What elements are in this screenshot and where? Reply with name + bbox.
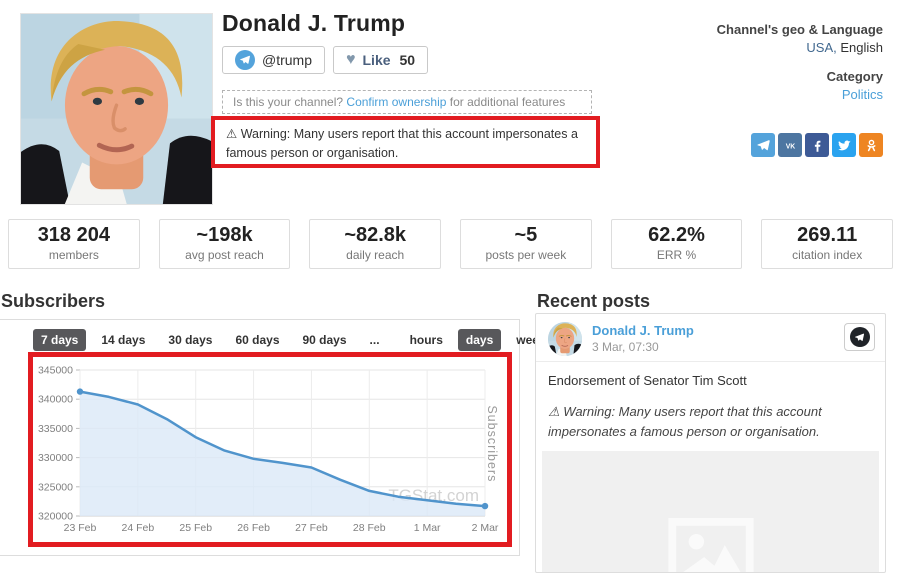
post-author-avatar (548, 322, 582, 356)
warning-icon: ⚠ (226, 127, 238, 141)
svg-text:2 Mar: 2 Mar (472, 522, 499, 534)
svg-text:24 Feb: 24 Feb (122, 522, 155, 534)
open-in-telegram-button[interactable] (844, 323, 875, 351)
post-timestamp: 3 Mar, 07:30 (592, 340, 659, 354)
vk-share-icon[interactable]: VK (778, 133, 802, 157)
post-body: Endorsement of Senator Tim Scott ⚠ Warni… (536, 362, 885, 572)
post-card: Donald J. Trump 3 Mar, 07:30 Endorsement… (535, 313, 886, 573)
username-button[interactable]: @trump (222, 46, 325, 74)
stat-value: ~5 (514, 224, 538, 246)
stat-card-avg-post-reach: ~198k avg post reach (158, 219, 291, 269)
warning-icon: ⚠ (548, 404, 560, 419)
header-buttons: @trump ♥ Like 50 (222, 46, 429, 74)
stat-card-posts-per-week: ~5 posts per week (460, 219, 592, 269)
telegram-share-icon[interactable] (751, 133, 775, 157)
telegram-icon (235, 50, 255, 70)
stat-card-daily-reach: ~82.8k daily reach (309, 219, 442, 269)
recent-posts-title: Recent posts (537, 291, 651, 311)
like-count: 50 (399, 52, 416, 68)
ownership-prefix: Is this your channel? (233, 95, 347, 109)
chart-annotation-box: 320000 325000 330000 335000 340000 345000 23 F… (28, 352, 512, 547)
subscribers-section-title: Subscribers (1, 291, 106, 311)
like-label: Like (362, 52, 391, 68)
geo-language-label: Channel's geo & Language (716, 22, 883, 37)
stats-row: 318 204 members ~198k avg post reach ~82.8k d… (8, 219, 894, 269)
stat-label: posts per week (485, 248, 567, 262)
stat-card-members: 318 204 members (8, 219, 140, 269)
odnoklassniki-share-icon[interactable] (859, 133, 883, 157)
stat-label: members (48, 248, 99, 262)
svg-text:325000: 325000 (38, 481, 73, 493)
geo-country[interactable]: USA, (806, 40, 837, 55)
stat-label: ERR % (656, 248, 697, 262)
telegram-icon (849, 327, 870, 347)
stat-label: citation index (792, 248, 863, 262)
svg-text:1 Mar: 1 Mar (414, 522, 441, 534)
stat-value: 318 204 (37, 224, 110, 246)
svg-text:330000: 330000 (38, 452, 73, 464)
tab-unit-hours[interactable]: hours (409, 333, 443, 347)
category-value-link[interactable]: Politics (841, 87, 883, 102)
svg-text:345000: 345000 (38, 365, 73, 377)
ownership-note: Is this your channel? Confirm ownership … (222, 90, 592, 114)
svg-text:25 Feb: 25 Feb (179, 522, 212, 534)
stat-label: avg post reach (185, 248, 264, 262)
stat-value: ~198k (196, 224, 253, 246)
tab-range-30-days[interactable]: 30 days (168, 333, 213, 347)
like-button[interactable]: ♥ Like 50 (333, 46, 429, 74)
post-text: Endorsement of Senator Tim Scott (548, 373, 747, 388)
post-warning-text: Warning: Many users report that this acc… (548, 404, 822, 439)
svg-text:335000: 335000 (38, 423, 73, 435)
category-label: Category (826, 69, 883, 84)
svg-text:28 Feb: 28 Feb (353, 522, 386, 534)
stat-value: 269.11 (797, 224, 858, 246)
post-warning: ⚠ Warning: Many users report that this a… (548, 402, 873, 441)
post-author-link[interactable]: Donald J. Trump (592, 323, 694, 338)
tab-range-90-days[interactable]: 90 days (302, 333, 347, 347)
ownership-suffix: for additional features (446, 95, 566, 109)
chart-range-tabs: 7 days 14 days 30 days 60 days 90 days... hou… (33, 329, 619, 351)
post-image-placeholder (542, 451, 879, 572)
facebook-share-icon[interactable] (805, 133, 829, 157)
tab-range-7-days[interactable]: 7 days (33, 329, 87, 351)
stat-card-err-: 62.2% ERR % (610, 219, 743, 269)
tab-unit-days[interactable]: days (457, 329, 502, 351)
channel-meta: Channel's geo & Language USA, English Ca… (717, 22, 883, 102)
share-buttons: VK (751, 133, 883, 157)
stat-value: 62.2% (648, 224, 705, 246)
username-label: @trump (262, 52, 312, 68)
subscribers-chart: 320000 325000 330000 335000 340000 345000 23 F… (33, 357, 507, 542)
svg-text:23 Feb: 23 Feb (64, 522, 97, 534)
stat-value: ~82.8k (344, 224, 407, 246)
geo-language-value: USA, English (717, 40, 883, 55)
post-header: Donald J. Trump 3 Mar, 07:30 (536, 314, 885, 362)
warning-text: Warning: Many users report that this acc… (226, 127, 578, 161)
channel-profile-photo (20, 13, 213, 205)
svg-text:26 Feb: 26 Feb (237, 522, 270, 534)
page-title: Donald J. Trump (222, 10, 406, 36)
svg-text:320000: 320000 (38, 511, 73, 523)
chart-y-axis-title: Subscribers (485, 404, 499, 482)
tab-range--[interactable]: ... (369, 333, 380, 347)
svg-text:340000: 340000 (38, 394, 73, 406)
impersonation-warning-annotation-box: ⚠ Warning: Many users report that this a… (211, 116, 600, 168)
heart-icon: ♥ (346, 51, 356, 68)
geo-language[interactable]: English (836, 40, 883, 55)
tab-range-14-days[interactable]: 14 days (101, 333, 146, 347)
twitter-share-icon[interactable] (832, 133, 856, 157)
confirm-ownership-link[interactable]: Confirm ownership (346, 95, 447, 109)
stat-card-citation-index: 269.11 citation index (761, 219, 894, 269)
stat-label: daily reach (346, 248, 405, 262)
svg-text:VK: VK (785, 143, 795, 150)
tab-range-60-days[interactable]: 60 days (235, 333, 280, 347)
svg-text:27 Feb: 27 Feb (295, 522, 328, 534)
